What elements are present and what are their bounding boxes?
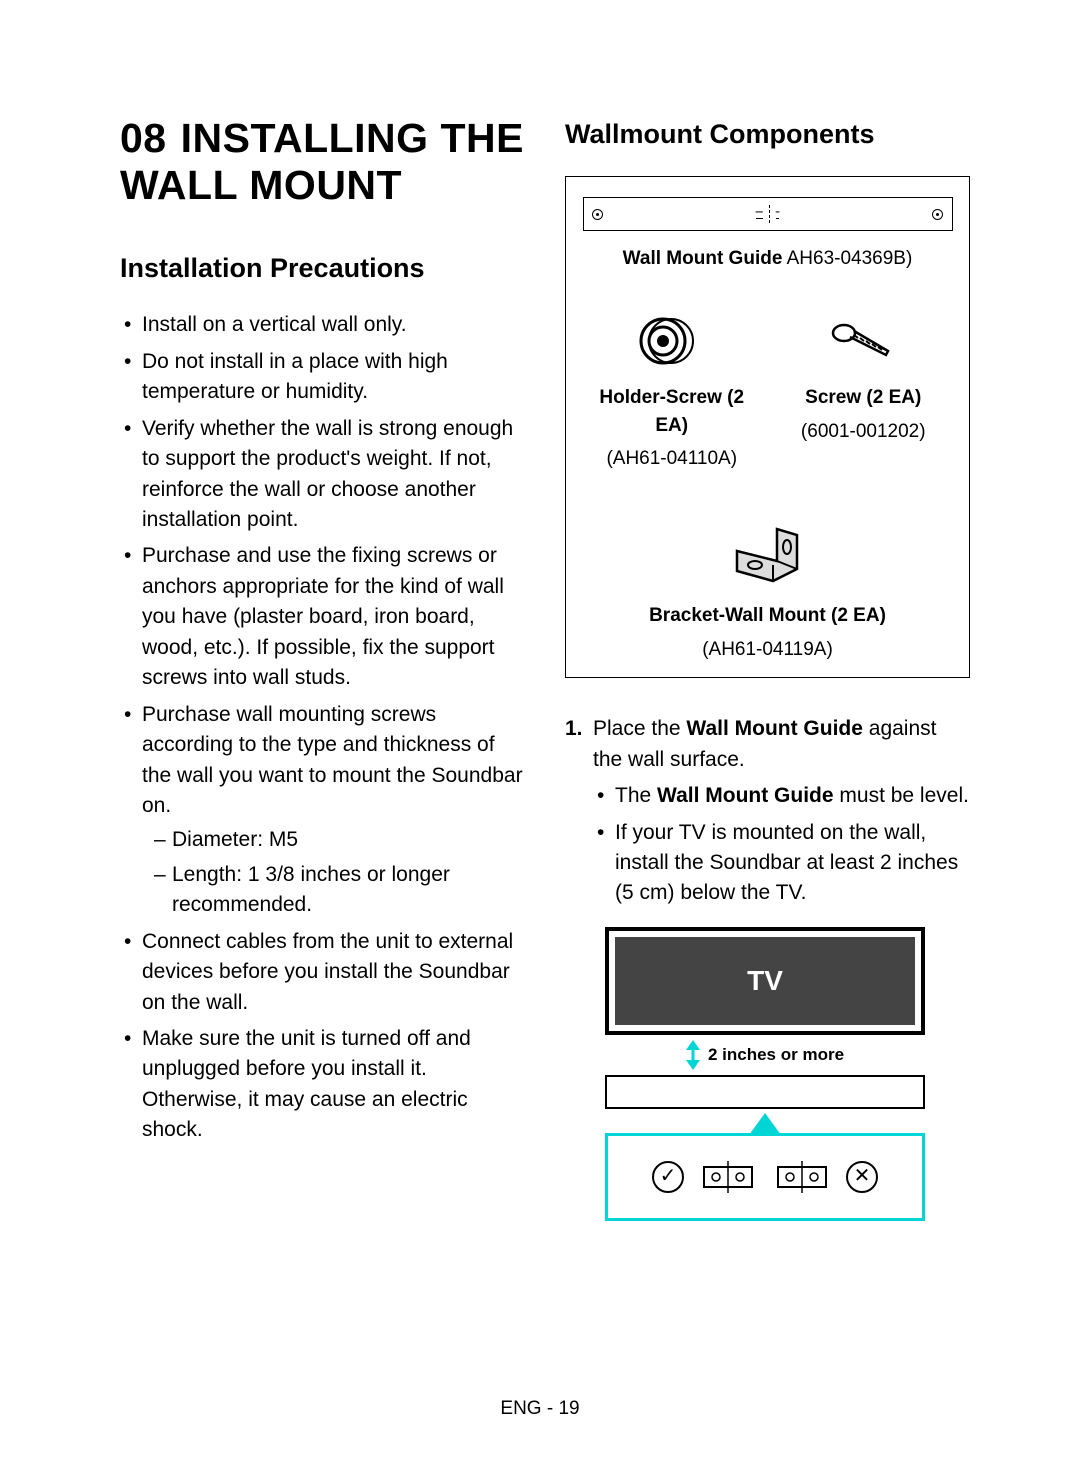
precaution-item: Verify whether the wall is strong enough… [120,414,525,536]
step-1-bullet-1: The Wall Mount Guide must be level. [593,781,970,811]
precaution-sub-item: Diameter: M5 [142,825,525,855]
tv-frame: TV [605,927,925,1035]
precaution-item: Purchase and use the fixing screws or an… [120,541,525,693]
precautions-list: Install on a vertical wall only. Do not i… [120,310,525,1145]
component-bracket: Bracket-Wall Mount (2 EA) (AH61-04119A) [566,501,969,678]
component-holder-screw: Holder-Screw (2 EA) (AH61-04110A) [576,297,768,487]
precaution-item: Connect cables from the unit to external… [120,927,525,1018]
bracket-icon [576,519,959,594]
mount-hole-cross-icon [846,1161,878,1193]
precautions-heading: Installation Precautions [120,249,525,288]
install-steps: 1. Place the Wall Mount Guide against th… [565,714,970,909]
precaution-item: Make sure the unit is turned off and unp… [120,1024,525,1146]
gap-label: 2 inches or more [708,1043,844,1068]
bracket-part: (AH61-04119A) [576,636,959,664]
tv-diagram: TV 2 inches or more [605,927,925,1221]
step-1-bullet-2: If your TV is mounted on the wall, insta… [593,818,970,909]
components-box: ━━━ Wall Mount Guide AH63-04369B) [565,176,970,678]
screw-part: (6001-001202) [774,418,954,446]
precaution-sub-item: Length: 1 3/8 inches or longer recommend… [142,860,525,921]
page-footer: ENG - 19 [0,1395,1080,1423]
screw-icon [774,315,954,376]
components-heading: Wallmount Components [565,115,970,154]
guide-label-bold: Wall Mount Guide [623,248,783,269]
mount-bracket-right-icon [772,1153,832,1201]
component-wall-mount-guide: ━━━ Wall Mount Guide AH63-04369B) [566,177,969,287]
precaution-item: Purchase wall mounting screws according … [120,700,525,921]
holder-screw-part: (AH61-04110A) [582,445,762,473]
mount-bracket-left-icon [698,1153,758,1201]
guide-label-rest: AH63-04369B) [782,248,912,269]
zoom-detail-box [605,1133,925,1221]
precaution-item: Install on a vertical wall only. [120,310,525,340]
mount-hole-check-icon [652,1161,684,1193]
component-screw: Screw (2 EA) (6001-001202) [768,297,960,487]
step-1-pre: Place the [593,717,686,740]
tv-screen: TV [615,937,915,1025]
screw-label: Screw (2 EA) [805,387,921,408]
wall-mount-guide-illustration: ━━━ [583,197,953,231]
soundbar-outline [605,1075,925,1109]
holder-screw-icon [582,315,762,376]
section-title: INSTALLING THE WALL MOUNT [120,115,524,208]
section-number: 08 [120,115,167,161]
step-1-bold: Wall Mount Guide [686,717,863,740]
precaution-item: Do not install in a place with high temp… [120,347,525,408]
step-1: 1. Place the Wall Mount Guide against th… [565,714,970,909]
bracket-label: Bracket-Wall Mount (2 EA) [649,605,886,626]
zoom-triangle-icon [749,1113,781,1135]
section-heading: 08INSTALLING THE WALL MOUNT [120,115,525,209]
gap-arrow-icon [686,1040,700,1070]
holder-screw-label: Holder-Screw (2 EA) [599,387,744,436]
step-1-number: 1. [565,714,583,744]
